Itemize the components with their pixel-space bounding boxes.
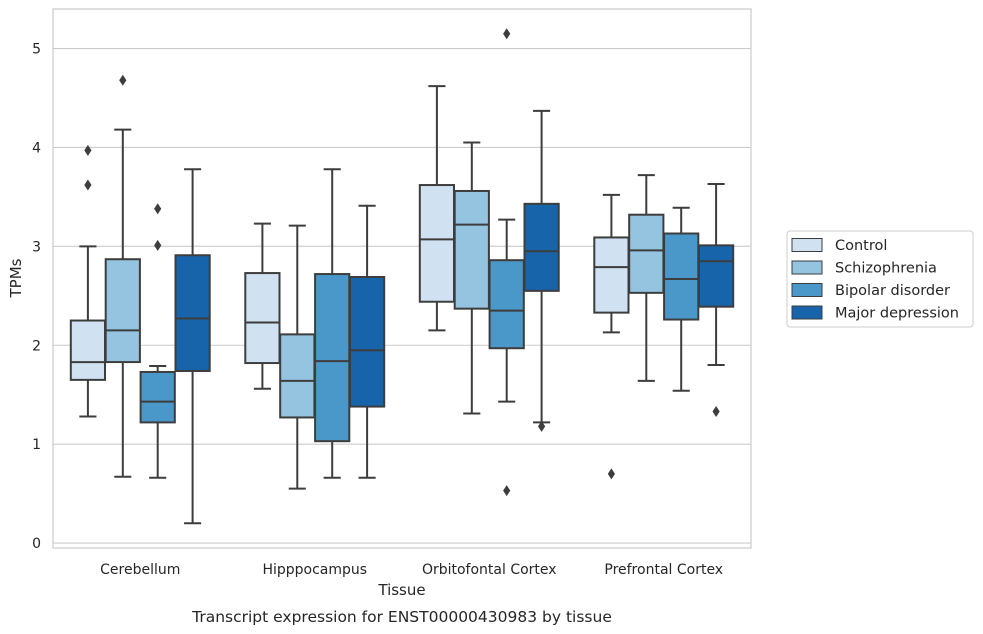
box-item xyxy=(69,144,107,418)
box-item xyxy=(697,183,735,418)
iqr-box xyxy=(697,244,735,308)
grid-lines xyxy=(53,48,751,544)
outlier-point xyxy=(154,239,162,251)
series-group xyxy=(174,109,735,525)
y-axis-ticks: 0 1 2 3 4 5 xyxy=(32,42,41,552)
outlier-point xyxy=(538,420,546,432)
chart-caption: Transcript expression for ENST0000043098… xyxy=(191,608,612,626)
iqr-box xyxy=(104,258,141,364)
box-item xyxy=(348,204,386,479)
x-axis-ticks: Cerebellum Hipppocampus Orbitofontal Corte… xyxy=(100,562,723,578)
legend-swatch xyxy=(791,238,823,252)
outlier-point xyxy=(503,485,511,497)
y-tick-label: 5 xyxy=(32,42,41,58)
x-tick-label: Cerebellum xyxy=(100,562,180,578)
x-axis-title: Tissue xyxy=(377,581,425,599)
box-item xyxy=(663,206,700,392)
iqr-box xyxy=(663,232,700,321)
box-item xyxy=(628,174,665,382)
outlier-point xyxy=(154,203,162,215)
legend-swatch xyxy=(791,283,823,297)
iqr-box xyxy=(628,213,665,294)
box-item xyxy=(523,109,560,432)
box-item xyxy=(593,193,630,480)
x-tick-label: Orbitofontal Cortex xyxy=(422,562,557,578)
outlier-point xyxy=(84,144,92,156)
box-series xyxy=(69,28,735,525)
iqr-box xyxy=(488,259,525,350)
y-axis-title: TPMs xyxy=(7,258,25,298)
box-item xyxy=(104,74,141,478)
outlier-point xyxy=(503,28,511,40)
legend-label: Major depression xyxy=(835,306,959,322)
plot-area-frame xyxy=(52,8,752,549)
box-item xyxy=(139,203,176,479)
y-tick-label: 3 xyxy=(32,239,41,255)
iqr-box xyxy=(69,319,107,381)
series-group xyxy=(104,74,665,490)
box-item xyxy=(279,224,316,490)
series-group xyxy=(69,85,630,480)
box-item xyxy=(314,168,351,479)
iqr-box xyxy=(453,189,490,310)
y-tick-label: 2 xyxy=(32,338,41,354)
outlier-point xyxy=(607,468,615,480)
box-item xyxy=(453,141,490,415)
box-item xyxy=(488,28,525,497)
y-tick-label: 4 xyxy=(32,140,41,156)
legend: Control Schizophrenia Bipolar disorder Majo… xyxy=(786,230,974,328)
legend-label: Control xyxy=(835,238,887,254)
series-group xyxy=(139,28,700,497)
legend-label: Bipolar disorder xyxy=(835,283,950,299)
iqr-box xyxy=(348,276,386,408)
iqr-box xyxy=(244,272,281,365)
x-tick-label: Prefrontal Cortex xyxy=(604,562,723,578)
outlier-point xyxy=(119,74,127,86)
box-item xyxy=(418,85,456,332)
iqr-box xyxy=(523,202,560,292)
legend-frame xyxy=(786,230,974,328)
box-item xyxy=(244,222,281,390)
outlier-point xyxy=(84,179,92,191)
x-tick-label: Hipppocampus xyxy=(262,562,367,578)
legend-label: Schizophrenia xyxy=(835,261,937,277)
legend-swatch xyxy=(791,305,823,320)
y-tick-label: 1 xyxy=(32,437,41,453)
iqr-box xyxy=(314,273,351,443)
outlier-point xyxy=(712,406,720,418)
iqr-box xyxy=(174,254,211,372)
iqr-box xyxy=(279,333,316,419)
iqr-box xyxy=(593,236,630,314)
legend-swatch xyxy=(791,260,823,275)
iqr-box xyxy=(139,370,176,424)
iqr-box xyxy=(418,184,456,303)
y-tick-label: 0 xyxy=(32,536,41,552)
box-item xyxy=(174,168,211,525)
